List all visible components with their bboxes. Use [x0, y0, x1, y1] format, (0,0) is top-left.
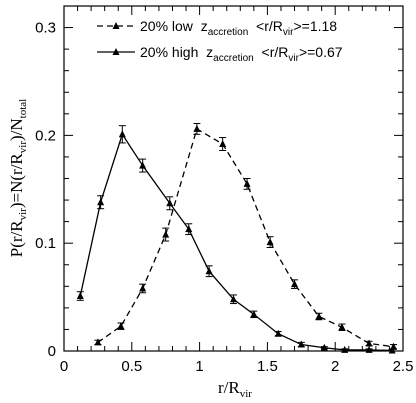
data-point [219, 140, 227, 147]
data-point [390, 342, 398, 350]
data-point [266, 238, 274, 246]
data-point [185, 225, 193, 233]
x-axis-title: r/Rvir [218, 378, 252, 400]
data-point [250, 310, 258, 318]
data-point [162, 230, 170, 238]
data-point [97, 198, 105, 206]
data-point [205, 267, 213, 275]
data-point [118, 130, 126, 138]
data-point [341, 345, 349, 353]
data-point [365, 345, 373, 353]
legend: 20% low zaccretion <r/Rvir>=1.18 20% high… [97, 18, 343, 64]
data-point [320, 343, 328, 351]
data-point [297, 340, 305, 348]
data-point [193, 124, 201, 132]
plot-area [76, 123, 398, 354]
data-point [139, 161, 147, 169]
axes: 0 0.5 1 1.5 2 2.5 0 0.1 0.2 0.3 [35, 5, 414, 375]
x-tick-label: 1.5 [257, 358, 278, 375]
data-point [166, 199, 174, 207]
legend-label: 20% high zaccretion <r/Rvir>=0.67 [140, 44, 343, 64]
y-axis-title: P(r/Rvir)=N(r/Rvir)/Ntotal [7, 99, 29, 257]
x-tick-label: 0 [60, 358, 68, 375]
data-point [291, 280, 299, 288]
y-tick-label: 0 [48, 343, 56, 360]
y-tick-label: 0.2 [35, 127, 56, 144]
data-point [365, 339, 373, 347]
data-point [243, 179, 251, 187]
data-point [94, 338, 102, 346]
series-low-z [94, 123, 398, 350]
x-tick-label: 2 [331, 358, 339, 375]
legend-label: 20% low zaccretion <r/Rvir>=1.18 [140, 18, 337, 38]
y-tick-label: 0.3 [35, 20, 56, 37]
series-high-z [76, 125, 396, 354]
x-tick-label: 2.5 [393, 358, 414, 375]
data-point [388, 346, 396, 354]
data-point [139, 284, 147, 292]
data-point [338, 323, 346, 331]
data-point [230, 295, 237, 303]
data-point [315, 312, 323, 320]
x-tick-label: 1 [195, 358, 203, 375]
data-point [274, 329, 282, 337]
legend-marker [112, 48, 120, 55]
x-tick-label: 0.5 [121, 358, 142, 375]
data-point [76, 292, 84, 300]
data-point [117, 322, 125, 330]
legend-marker [112, 22, 120, 29]
series-line [79, 132, 393, 352]
y-tick-label: 0.1 [35, 235, 56, 252]
